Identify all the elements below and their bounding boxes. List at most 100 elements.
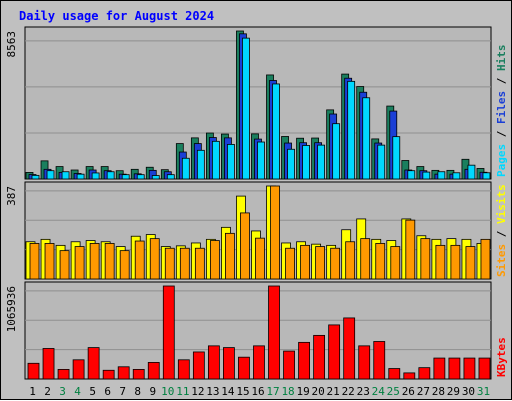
bar-sites-day-15 — [240, 212, 250, 280]
day-label: 11 — [176, 385, 189, 398]
bar-kbytes-day-30 — [463, 357, 476, 380]
bar-sites-day-12 — [194, 247, 205, 280]
bar-sites-day-19 — [300, 244, 310, 280]
bar-kbytes-day-2 — [42, 348, 55, 380]
legend-sites: Sites — [495, 244, 508, 277]
day-label: 7 — [119, 385, 126, 398]
bar-kbytes-day-18 — [283, 350, 295, 380]
bar-pages-day-16 — [257, 141, 265, 180]
bar-sites-day-16 — [255, 237, 265, 280]
bar-kbytes-day-5 — [87, 347, 100, 380]
bar-sites-day-11 — [179, 247, 190, 280]
bar-sites-day-30 — [465, 246, 476, 280]
bar-kbytes-day-10 — [162, 285, 175, 380]
day-label: 19 — [296, 385, 309, 398]
day-label: 2 — [44, 385, 51, 398]
bar-pages-day-5 — [91, 172, 100, 180]
bar-kbytes-day-4 — [72, 359, 85, 380]
bar-sites-day-22 — [345, 241, 356, 280]
day-label: 30 — [462, 385, 475, 398]
day-label: 31 — [477, 385, 490, 398]
bar-kbytes-day-21 — [328, 324, 341, 380]
day-label: 14 — [221, 385, 235, 398]
bar-pages-day-9 — [151, 175, 160, 180]
bar-kbytes-day-23 — [358, 345, 371, 380]
bar-kbytes-day-14 — [223, 347, 235, 380]
bar-pages-day-6 — [106, 171, 115, 180]
day-label: 3 — [59, 385, 66, 398]
bar-kbytes-day-24 — [373, 341, 386, 380]
bar-pages-day-10 — [166, 174, 175, 180]
bar-sites-day-1 — [29, 243, 40, 280]
bar-kbytes-day-26 — [403, 372, 416, 380]
bar-pages-day-7 — [121, 174, 130, 180]
bar-kbytes-day-31 — [478, 357, 491, 380]
bar-sites-day-29 — [450, 244, 461, 280]
legend-visits: Visits — [495, 184, 508, 224]
day-label: 21 — [327, 385, 340, 398]
bar-kbytes-day-28 — [433, 357, 446, 380]
bar-kbytes-day-27 — [418, 367, 431, 380]
day-label: 24 — [372, 385, 386, 398]
bar-sites-day-10 — [164, 247, 175, 280]
bar-pages-day-3 — [61, 171, 70, 180]
bar-pages-day-2 — [46, 170, 55, 180]
day-label: 9 — [149, 385, 156, 398]
day-label: 5 — [89, 385, 96, 398]
bar-pages-day-11 — [181, 157, 190, 180]
day-label: 6 — [104, 385, 111, 398]
legend-files: Files — [495, 91, 508, 124]
bar-sites-day-13 — [209, 240, 220, 280]
bar-pages-day-17 — [272, 83, 280, 180]
chart-title: Daily usage for August 2024 — [19, 9, 214, 23]
legend-separator: / — [495, 224, 508, 244]
day-label: 10 — [161, 385, 174, 398]
bar-kbytes-day-7 — [117, 366, 130, 380]
day-label: 1 — [29, 385, 36, 398]
bar-sites-day-23 — [360, 238, 371, 280]
bar-kbytes-day-12 — [192, 351, 205, 380]
bar-pages-day-20 — [317, 144, 326, 180]
day-label: 15 — [236, 385, 249, 398]
day-label: 23 — [357, 385, 370, 398]
bar-kbytes-day-13 — [207, 345, 220, 380]
side-legend: KBytes — [495, 337, 508, 377]
bar-sites-day-31 — [480, 238, 491, 280]
bar-pages-day-22 — [347, 80, 356, 180]
side-legend: Sites / Visits — [495, 184, 508, 277]
day-label: 18 — [281, 385, 294, 398]
bar-pages-day-27 — [422, 171, 431, 180]
bar-pages-day-30 — [467, 164, 476, 180]
bar-sites-day-7 — [119, 250, 130, 280]
legend-separator: / — [495, 71, 508, 91]
bar-kbytes-day-22 — [343, 317, 356, 380]
bar-pages-day-25 — [392, 136, 401, 180]
legend-kbytes: KBytes — [495, 337, 508, 377]
max-value-label: 8563 — [5, 31, 18, 58]
bar-kbytes-day-1 — [27, 362, 40, 380]
legend-separator: / — [495, 124, 508, 144]
day-label: 27 — [417, 385, 430, 398]
bar-pages-day-14 — [227, 144, 235, 180]
bar-sites-day-27 — [420, 238, 431, 280]
day-label: 4 — [74, 385, 81, 398]
bar-pages-day-1 — [31, 174, 40, 180]
bar-sites-day-8 — [134, 240, 145, 280]
bar-kbytes-day-19 — [298, 341, 310, 380]
day-label: 17 — [266, 385, 279, 398]
bar-kbytes-day-6 — [102, 369, 115, 380]
bar-sites-day-3 — [59, 250, 70, 280]
day-label: 22 — [342, 385, 355, 398]
bar-kbytes-day-25 — [388, 368, 401, 380]
bar-sites-day-9 — [149, 238, 160, 280]
bar-pages-day-8 — [136, 174, 145, 180]
day-label: 28 — [432, 385, 445, 398]
bar-sites-day-21 — [330, 247, 341, 280]
bar-kbytes-day-3 — [57, 369, 70, 380]
bar-pages-day-21 — [332, 123, 341, 180]
day-label: 16 — [251, 385, 264, 398]
bar-sites-day-28 — [435, 244, 446, 280]
bar-sites-day-4 — [74, 246, 85, 280]
bar-kbytes-day-8 — [132, 369, 145, 380]
